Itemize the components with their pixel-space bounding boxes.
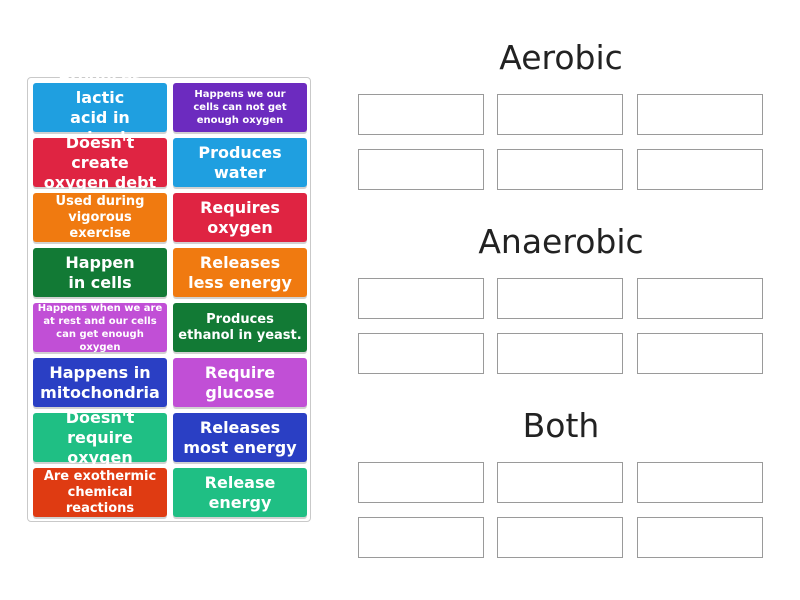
tile-doesnt-create-oxygen-debt[interactable]: Doesn't create oxygen debt [33, 133, 167, 192]
drop-slot-anaerobic[interactable] [358, 333, 484, 374]
group-title-aerobic: Aerobic [499, 38, 623, 77]
tile-label: Are exothermic chemical reactions [43, 468, 157, 516]
tile-label: Produces lactic acid in animals [58, 67, 142, 147]
tile-label: Happen in cells [65, 252, 135, 292]
drop-slot-both[interactable] [637, 462, 763, 503]
tile-releases-less-energy[interactable]: Releases less energy [173, 248, 307, 297]
tile-produces-lactic-acid[interactable]: Produces lactic acid in animals [33, 68, 167, 147]
tile-doesnt-require-oxygen[interactable]: Doesn't require oxygen [33, 408, 167, 467]
tile-bank: Produces lactic acid in animals Happens … [27, 68, 311, 522]
drop-slot-both[interactable] [358, 462, 484, 503]
drop-slot-anaerobic[interactable] [497, 333, 623, 374]
drop-slot-aerobic[interactable] [497, 149, 623, 190]
tile-label: Releases less energy [188, 252, 292, 292]
drop-slot-anaerobic[interactable] [358, 278, 484, 319]
tile-release-energy[interactable]: Release energy [173, 468, 307, 517]
drop-slot-anaerobic[interactable] [637, 333, 763, 374]
tile-label: Produces water [198, 142, 282, 182]
tile-exothermic-reactions[interactable]: Are exothermic chemical reactions [33, 468, 167, 517]
tile-happen-in-cells[interactable]: Happen in cells [33, 248, 167, 297]
tile-label: Happens in mitochondria [40, 362, 160, 402]
tile-require-glucose[interactable]: Require glucose [173, 358, 307, 407]
group-title-anaerobic: Anaerobic [478, 222, 644, 261]
tile-happens-in-mitochondria[interactable]: Happens in mitochondria [33, 358, 167, 407]
drop-slot-aerobic[interactable] [497, 94, 623, 135]
tile-label: Happens we our cells can not get enough … [193, 89, 287, 126]
tile-label: Requires oxygen [200, 197, 280, 237]
drop-slot-both[interactable] [358, 517, 484, 558]
drop-slot-both[interactable] [637, 517, 763, 558]
drop-slot-aerobic[interactable] [637, 94, 763, 135]
drop-slot-aerobic[interactable] [358, 149, 484, 190]
tile-requires-oxygen[interactable]: Requires oxygen [173, 193, 307, 242]
group-title-both: Both [522, 406, 600, 445]
drop-slot-aerobic[interactable] [637, 149, 763, 190]
drop-slot-both[interactable] [497, 517, 623, 558]
tile-label: Releases most energy [183, 417, 297, 457]
tile-happens-at-rest[interactable]: Happens when we are at rest and our cell… [33, 302, 167, 353]
tile-releases-most-energy[interactable]: Releases most energy [173, 413, 307, 462]
tile-label: Release energy [204, 472, 276, 512]
tile-label: Used during vigorous exercise [55, 193, 145, 241]
tile-label: Doesn't create oxygen debt [43, 132, 157, 192]
tile-happens-not-enough-oxygen[interactable]: Happens we our cells can not get enough … [173, 83, 307, 132]
tile-produces-ethanol[interactable]: Produces ethanol in yeast. [173, 303, 307, 352]
drop-slot-anaerobic[interactable] [497, 278, 623, 319]
drop-slot-aerobic[interactable] [358, 94, 484, 135]
tile-produces-water[interactable]: Produces water [173, 138, 307, 187]
drop-slot-both[interactable] [497, 462, 623, 503]
tile-label: Doesn't require oxygen [65, 407, 135, 467]
tile-label: Require glucose [204, 362, 276, 402]
drop-slot-anaerobic[interactable] [637, 278, 763, 319]
tile-label: Happens when we are at rest and our cell… [37, 302, 163, 353]
tile-used-during-vigorous-exercise[interactable]: Used during vigorous exercise [33, 193, 167, 242]
tile-label: Produces ethanol in yeast. [178, 311, 302, 343]
